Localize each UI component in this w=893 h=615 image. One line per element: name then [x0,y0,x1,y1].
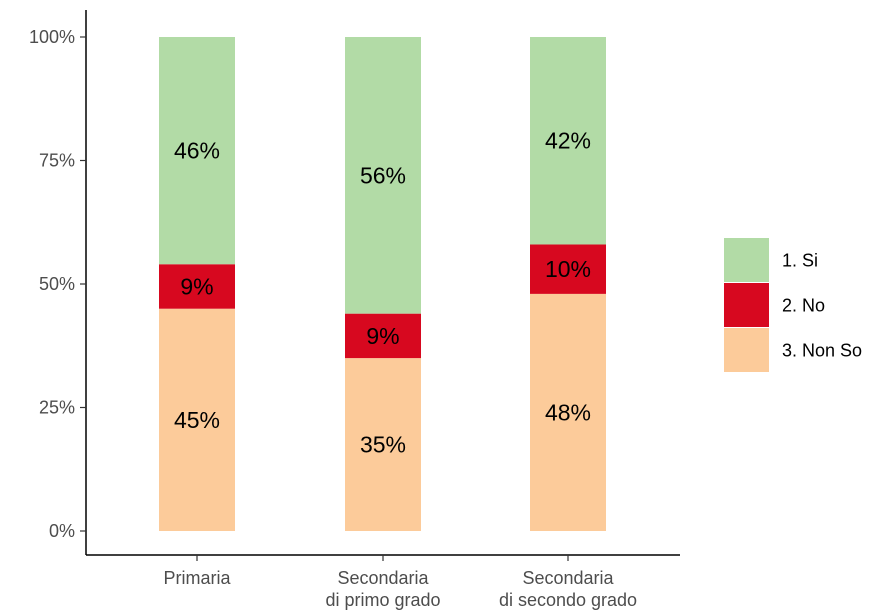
legend: 1. Si 2. No 3. Non So [724,238,862,372]
bar-segment [159,37,235,265]
x-tick-label-line: Secondaria [337,568,429,588]
legend-key [724,238,769,282]
legend-label: 1. Si [782,251,818,271]
y-tick-label: 75% [39,151,75,171]
bar-segment [345,358,421,531]
x-tick-label-line: di secondo grado [499,590,637,610]
y-tick-label: 50% [39,274,75,294]
legend-label: 2. No [782,296,825,316]
x-tick-label-line: di primo grado [325,590,440,610]
bar-segment [530,293,606,531]
legend-key [724,328,769,372]
bar-labels-layer: 45% 9% 46% 35% 9% 56% 48% 10% 42% [174,128,591,458]
bar-data-label: 45% [174,407,220,433]
bar-data-label: 42% [545,128,591,154]
bar-data-label: 56% [360,162,406,188]
y-tick-label: 25% [39,398,75,418]
x-tick-label: Secondaria di secondo grado [499,568,637,610]
x-tick-label-line: Primaria [163,568,231,588]
y-axis: 0% 25% 50% 75% 100% [29,10,87,555]
bar-segment [530,244,606,294]
x-tick-label-line: Secondaria [522,568,614,588]
x-axis: Primaria Secondaria di primo gradoSecondar… [86,554,680,610]
bar-segment [159,308,235,531]
bar-data-label: 48% [545,399,591,425]
bar-segment [159,264,235,309]
legend-key [724,283,769,327]
bar-data-label: 9% [180,273,213,299]
bar-data-label: 35% [360,432,406,458]
bar-segment [345,37,421,314]
bar-segment [530,37,606,245]
y-tick-label: 0% [49,521,75,541]
bar-data-label: 46% [174,138,220,164]
y-tick-label: 100% [29,27,75,47]
bar-data-label: 10% [545,256,591,282]
x-tick-label: Secondaria di primo grado [325,568,440,610]
bar-data-label: 9% [366,323,399,349]
bars-layer [159,37,606,531]
bar-segment [345,313,421,359]
legend-label: 3. Non So [782,341,862,361]
x-tick-label: Primaria [163,568,231,588]
